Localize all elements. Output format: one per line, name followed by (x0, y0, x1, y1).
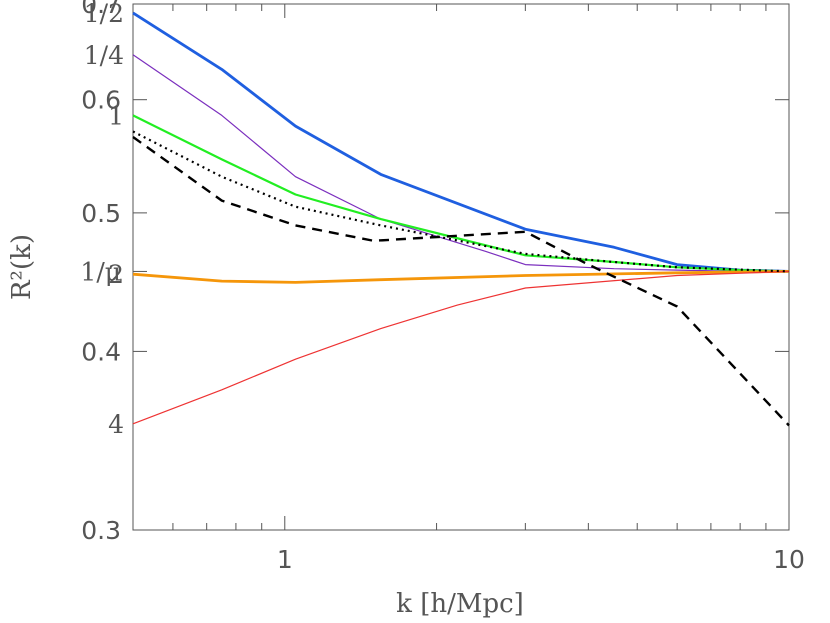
series-label: 2 (108, 260, 124, 289)
series-label: 1 (108, 101, 124, 130)
series-label: 1/2 (84, 0, 124, 28)
y-tick-label: 0.4 (81, 337, 121, 366)
x-tick-label: 10 (773, 545, 805, 574)
y-reference-label: 1/μ (80, 257, 121, 286)
series-line (132, 114, 790, 273)
y-axis-label: R²(k) (7, 234, 37, 300)
series-label: 4 (108, 410, 124, 439)
tick-labels: 1 10 0.3 0.4 0.5 0.6 0.7 1/μ 1/2 1/4 1 2 4 (80, 0, 804, 574)
y-tick-label: 0.5 (81, 199, 121, 228)
x-axis-label: k [h/Mpc] (396, 589, 524, 619)
y-tick-label: 0.7 (81, 0, 121, 19)
series-line (132, 136, 790, 427)
x-tick-label: 1 (277, 545, 293, 574)
axis-ticks (132, 3, 790, 531)
series-line (132, 11, 790, 273)
plot-frame (132, 3, 790, 531)
series-line (132, 130, 790, 273)
series-line (132, 270, 790, 284)
y-tick-label: 0.3 (81, 516, 121, 545)
series-lines (132, 11, 790, 427)
series-line (132, 270, 790, 425)
y-tick-label: 0.6 (81, 86, 121, 115)
series-label: 1/4 (84, 41, 124, 70)
series-line (132, 54, 789, 272)
